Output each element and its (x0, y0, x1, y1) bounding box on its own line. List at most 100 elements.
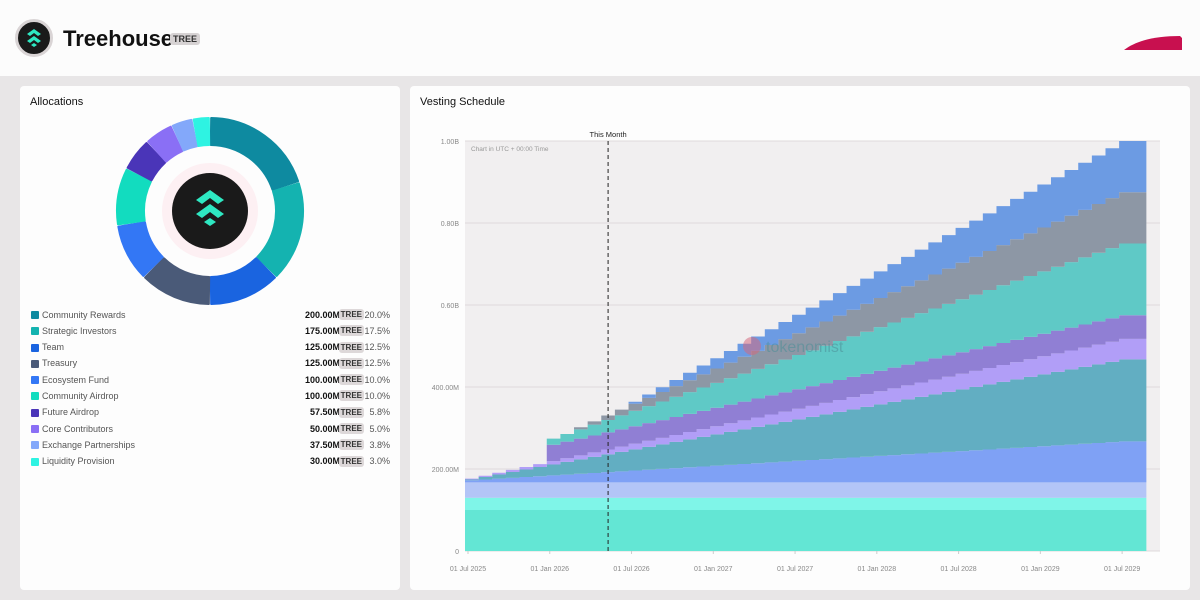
area-community-rewards[interactable] (465, 359, 1147, 481)
donut-slice[interactable] (126, 142, 166, 182)
legend-ticker: TREE (338, 439, 364, 451)
x-tick-label: 01 Jul 2025 (450, 566, 486, 573)
y-tick-label: 0.60B (441, 303, 460, 310)
legend-ticker: TREE (338, 309, 364, 320)
allocations-card: Allocations Community Rewards 200.00M TR… (20, 86, 400, 590)
watermark-text: tokenomist (766, 339, 844, 356)
y-tick-label: 200.00M (432, 467, 459, 474)
y-tick-label: 400.00M (432, 385, 459, 392)
y-tick-label: 0 (455, 549, 459, 556)
legend-amount: 50.00M (309, 423, 340, 434)
legend-amount: 100.00M (304, 390, 340, 401)
donut-slice[interactable] (171, 118, 198, 152)
legend-ticker: TREE (338, 455, 364, 467)
y-tick-label: 1.00B (441, 139, 460, 146)
legend-amount: 125.00M (304, 342, 340, 353)
legend-amount: 37.50M (309, 439, 340, 450)
area-liquidity-provision[interactable] (465, 497, 1147, 510)
area-community-airdrop[interactable] (465, 510, 1147, 551)
legend-item[interactable]: Community Airdrop 100.00M TREE 10.0% (30, 389, 392, 405)
treehouse-center-icon (196, 190, 224, 226)
legend-name: Ecosystem Fund (42, 374, 110, 385)
area-strategic-investors[interactable] (465, 243, 1147, 479)
swoosh-icon (1124, 36, 1182, 50)
legend-percent: 20.0% (364, 309, 390, 320)
x-tick-label: 01 Jul 2027 (777, 566, 813, 573)
legend-swatch (31, 408, 39, 417)
legend-ticker: TREE (338, 423, 364, 435)
donut-slice[interactable] (256, 182, 304, 277)
legend-amount: 57.50M (309, 407, 340, 418)
area-treasury[interactable] (465, 192, 1147, 479)
treehouse-logo-icon (15, 19, 53, 57)
x-tick-label: 01 Jan 2026 (530, 566, 569, 573)
legend-name: Core Contributors (42, 423, 114, 434)
legend-percent: 12.5% (364, 358, 390, 369)
legend-item[interactable]: Treasury 125.00M TREE 12.5% (30, 357, 392, 373)
area-future-airdrop[interactable] (465, 315, 1147, 479)
project-title: Treehouse (63, 26, 174, 51)
area-core-contributors[interactable] (465, 338, 1147, 480)
legend-name: Strategic Investors (42, 325, 117, 336)
legend-swatch (31, 392, 39, 401)
legend-item[interactable]: Exchange Partnerships 37.50M TREE 3.8% (30, 438, 392, 454)
x-tick-label: 01 Jul 2028 (940, 566, 976, 573)
legend-ticker: TREE (338, 341, 364, 353)
donut-slice[interactable] (209, 117, 300, 191)
legend-percent: 3.0% (369, 456, 390, 467)
legend-amount: 100.00M (304, 374, 340, 385)
watermark-logo-icon (743, 337, 761, 355)
legend-percent: 5.8% (369, 407, 390, 418)
donut-slice[interactable] (117, 221, 164, 277)
x-tick-label: 01 Jan 2027 (694, 566, 733, 573)
legend-percent: 10.0% (364, 390, 390, 401)
legend-item[interactable]: Team 125.00M TREE 12.5% (30, 341, 392, 357)
legend-swatch (31, 376, 39, 385)
legend-swatch (31, 457, 39, 466)
legend-item[interactable]: Liquidity Provision 30.00M TREE 3.0% (30, 455, 392, 471)
area-ecosystem-fund[interactable] (465, 441, 1147, 483)
stacked-areas (465, 141, 1147, 551)
legend-percent: 3.8% (369, 439, 390, 450)
legend-name: Treasury (42, 358, 78, 369)
legend-ticker: TREE (338, 374, 364, 386)
vesting-chart[interactable]: 0 200.00M 400.00M 0.60B 0.80B 1.00B 01 Jul 202… (410, 86, 1190, 590)
x-tick-label: 01 Jan 2028 (858, 566, 897, 573)
area-team[interactable] (465, 141, 1147, 479)
donut-slice[interactable] (116, 168, 152, 226)
area-exchange-partnerships[interactable] (465, 482, 1147, 498)
timezone-note: Chart in UTC + 00:00 Time (471, 146, 549, 153)
legend-item[interactable]: Ecosystem Fund 100.00M TREE 10.0% (30, 373, 392, 389)
this-month-label: This Month (590, 130, 627, 139)
x-tick-label: 01 Jan 2029 (1021, 566, 1060, 573)
legend-swatch (31, 425, 39, 434)
x-tick-label: 01 Jul 2029 (1104, 566, 1140, 573)
legend-item[interactable]: Core Contributors 50.00M TREE 5.0% (30, 422, 392, 438)
legend-ticker: TREE (338, 325, 364, 337)
allocations-title: Allocations (30, 96, 84, 108)
legend-name: Future Airdrop (42, 407, 100, 418)
legend-name: Community Airdrop (42, 390, 119, 401)
legend-item[interactable]: Community Rewards 200.00M TREE 20.0% (30, 308, 392, 324)
legend-item[interactable]: Strategic Investors 175.00M TREE 17.5% (30, 324, 392, 340)
legend-swatch (31, 343, 39, 352)
header-bar: Treehouse TREE (0, 0, 1200, 76)
x-tick-label: 01 Jul 2026 (613, 566, 649, 573)
donut-slice[interactable] (209, 257, 276, 305)
allocation-legend: Community Rewards 200.00M TREE 20.0% Str… (30, 308, 392, 471)
legend-name: Liquidity Provision (42, 456, 115, 467)
vesting-card: Vesting Schedule 0 200.00M 400.00M 0.60B 0.8… (410, 86, 1190, 590)
legend-ticker: TREE (338, 357, 364, 369)
legend-amount: 30.00M (309, 456, 340, 467)
donut-slice[interactable] (144, 257, 211, 305)
legend-amount: 175.00M (304, 325, 340, 336)
watermark: tokenomist (743, 337, 844, 356)
donut-slice[interactable] (147, 125, 184, 163)
legend-swatch (31, 441, 39, 450)
legend-percent: 5.0% (369, 423, 390, 434)
y-tick-label: 0.80B (441, 221, 460, 228)
legend-percent: 17.5% (364, 325, 390, 336)
legend-percent: 12.5% (364, 342, 390, 353)
donut-slice[interactable] (192, 117, 211, 148)
legend-item[interactable]: Future Airdrop 57.50M TREE 5.8% (30, 406, 392, 422)
